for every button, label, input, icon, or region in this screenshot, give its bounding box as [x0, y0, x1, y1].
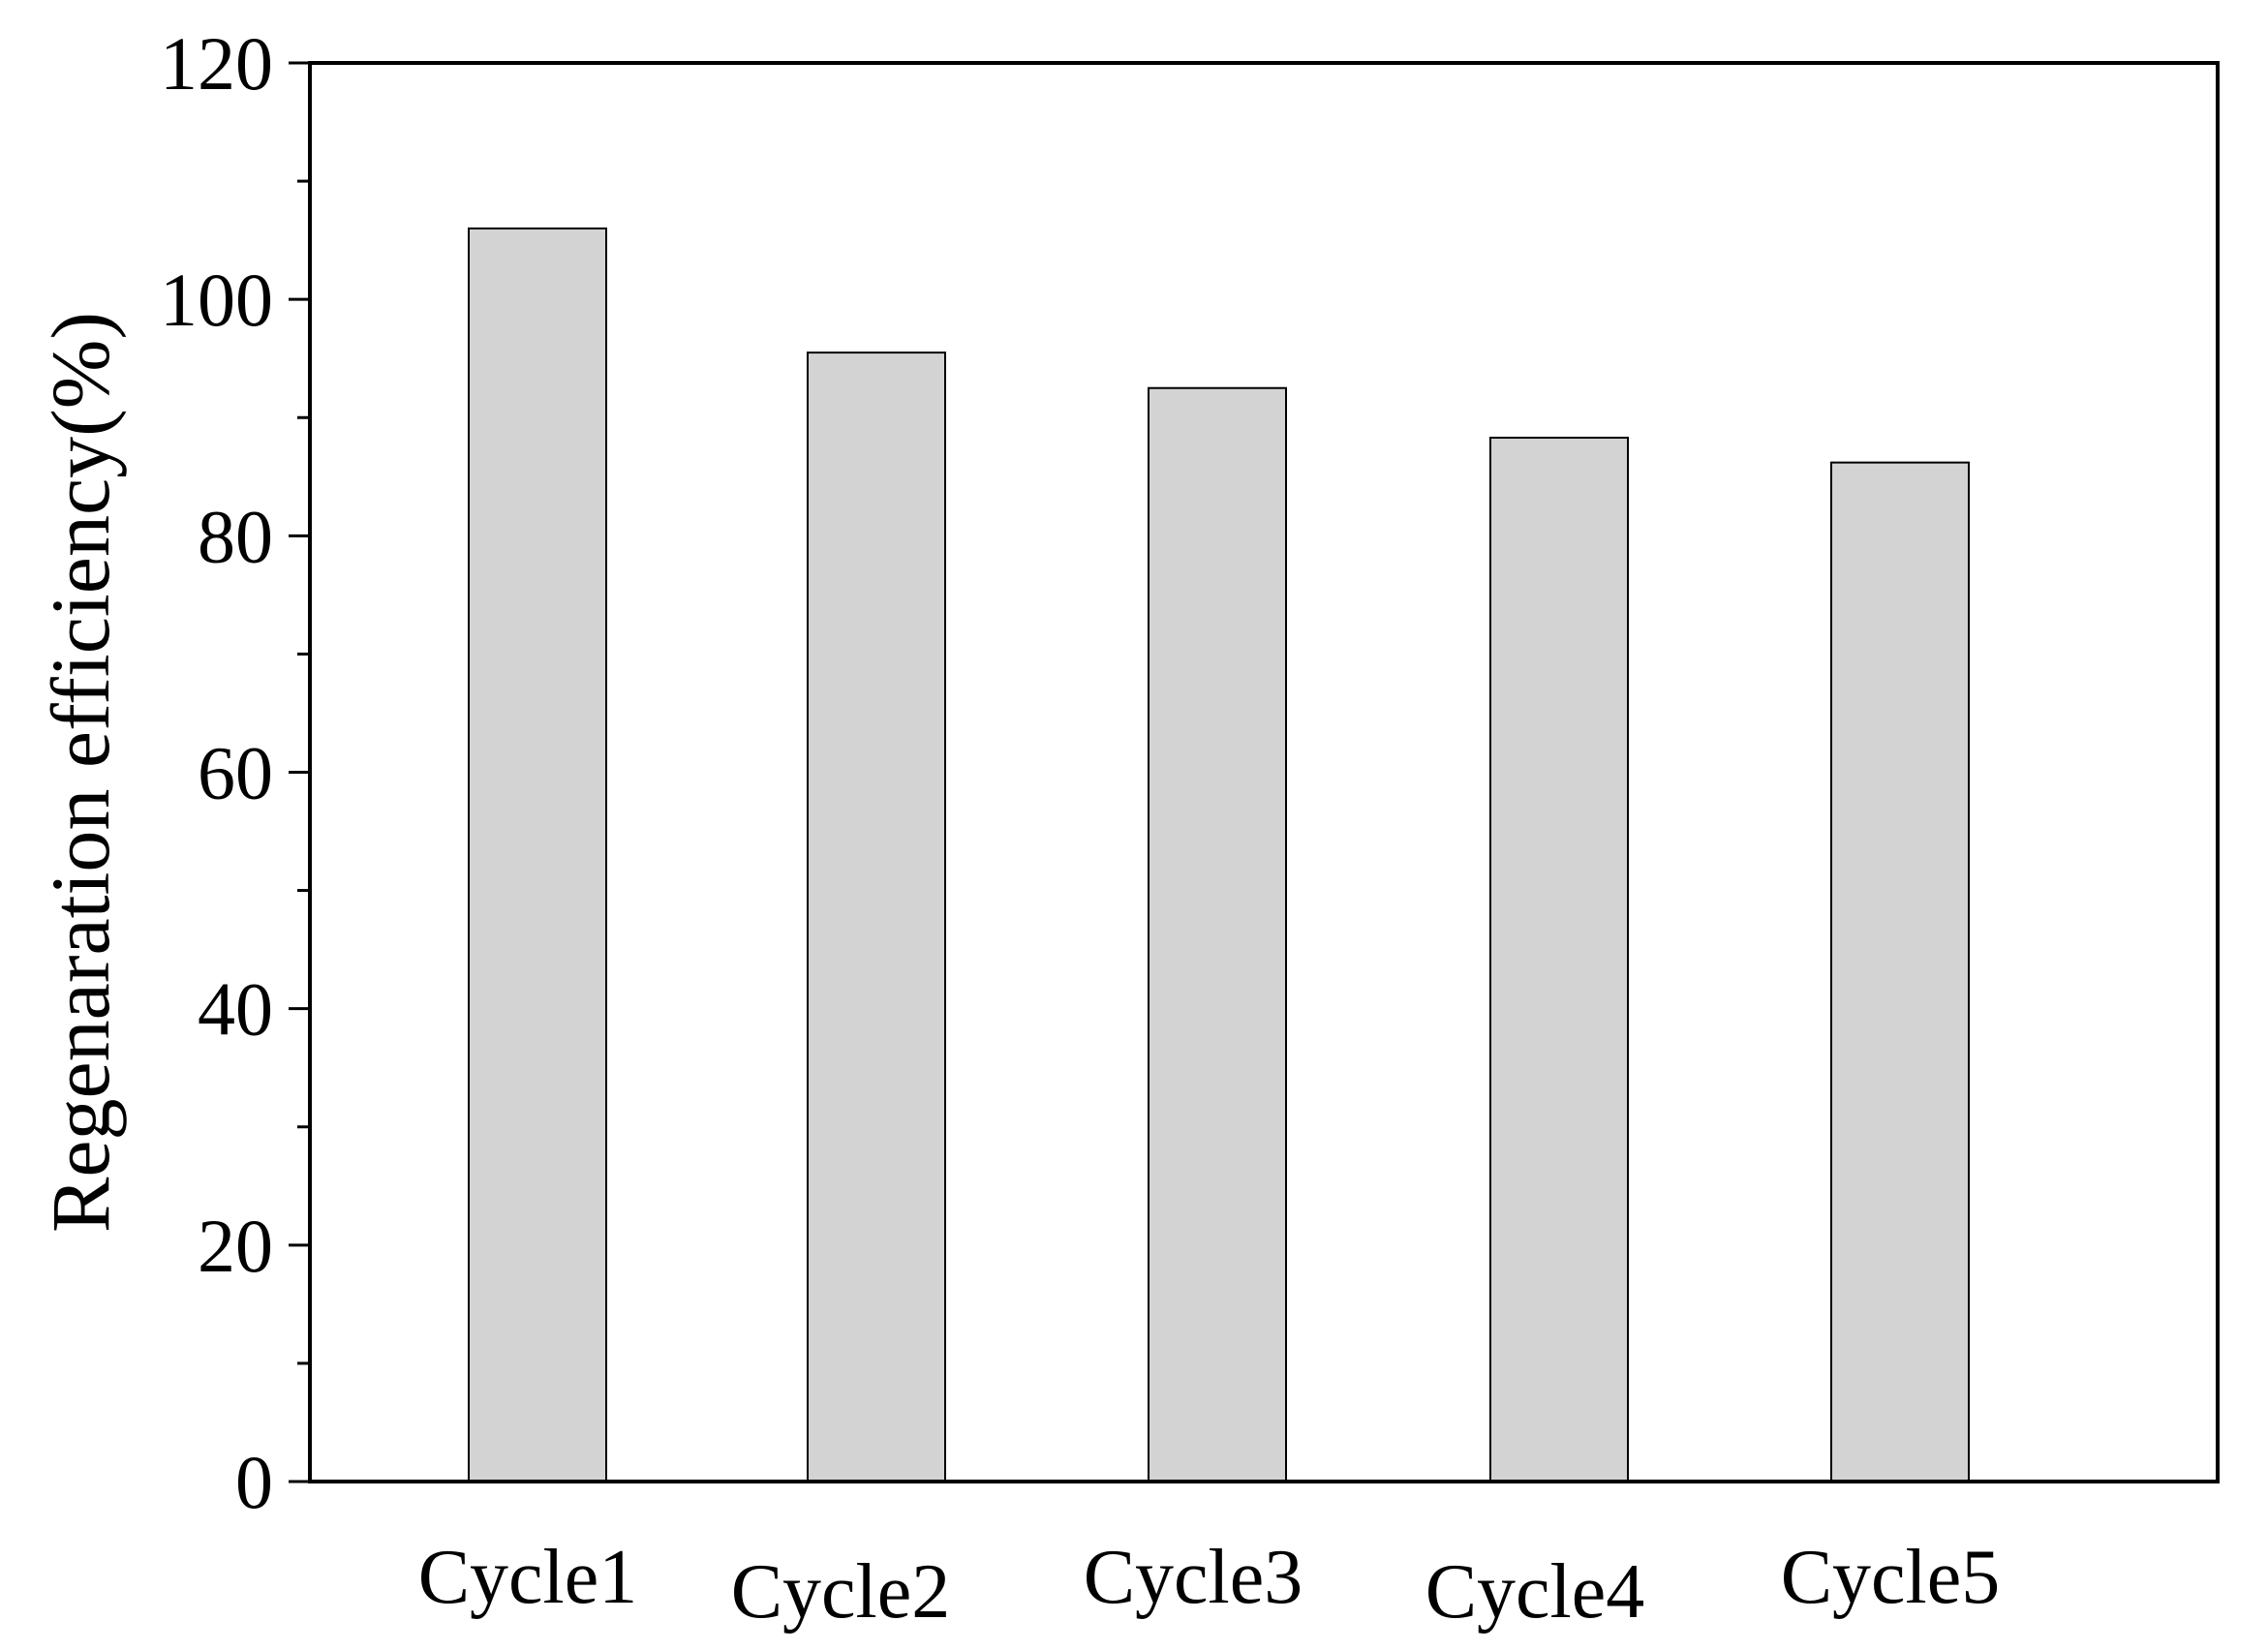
bar-cycle1 — [468, 227, 607, 1483]
y-tick-label-120: 120 — [160, 21, 273, 106]
y-tick-label-80: 80 — [198, 494, 273, 578]
y-axis-tick-labels: 0 20 40 60 80 100 120 — [160, 21, 273, 1524]
y-tick-label-100: 100 — [160, 258, 273, 342]
bar-cycle2 — [807, 352, 946, 1483]
x-category-label-cycle2: Cycle2 — [731, 1549, 951, 1635]
bar-cycle5 — [1830, 461, 1970, 1483]
x-category-label-cycle3: Cycle3 — [1084, 1535, 1303, 1620]
y-axis-ticks — [289, 61, 310, 1483]
x-category-label-cycle1: Cycle1 — [418, 1535, 638, 1620]
x-axis-category-labels: Cycle1 Cycle2 Cycle3 Cycle4 Cycle5 — [418, 1535, 2001, 1635]
bar-cycle3 — [1148, 386, 1287, 1483]
y-tick-label-20: 20 — [198, 1204, 273, 1288]
y-axis-title: Regenaration efficiency(%) — [34, 312, 127, 1233]
y-tick-label-60: 60 — [198, 731, 273, 815]
x-category-label-cycle4: Cycle4 — [1425, 1549, 1645, 1635]
y-tick-label-0: 0 — [235, 1440, 273, 1524]
x-category-label-cycle5: Cycle5 — [1781, 1535, 2001, 1620]
bars-group — [468, 227, 1970, 1483]
y-tick-label-40: 40 — [198, 967, 273, 1052]
bar-cycle4 — [1489, 437, 1629, 1483]
